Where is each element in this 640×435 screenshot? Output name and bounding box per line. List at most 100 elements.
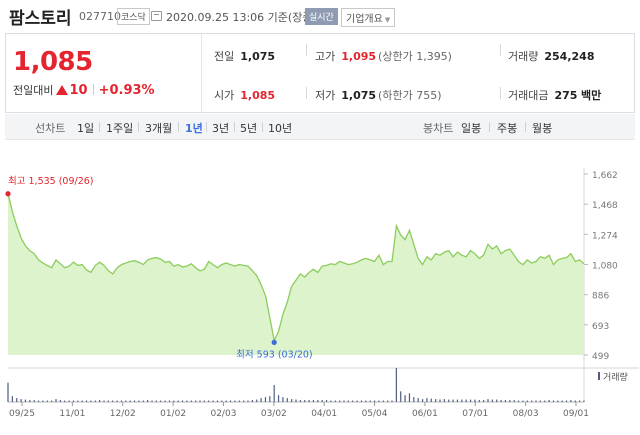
volume-bar (33, 400, 35, 402)
volume-bar (325, 400, 328, 402)
tab-daily[interactable]: 일봉 (461, 122, 482, 135)
volume-bar (387, 400, 389, 402)
volume-bar (404, 395, 406, 402)
volume-bar (330, 400, 332, 402)
volume-bar (565, 400, 568, 402)
volume-bar (203, 400, 205, 402)
x-tick-label: 09/01 (563, 409, 589, 419)
price-change: 전일대비 10 +0.93% (13, 82, 155, 98)
stat-label: 고가 (315, 50, 336, 63)
volume-bar (491, 399, 493, 402)
x-tick-label: 07/01 (462, 409, 488, 419)
tab-1d[interactable]: 1일 (77, 122, 95, 135)
volume-legend-swatch (598, 372, 600, 380)
current-price: 1,085 (13, 47, 93, 77)
tab-monthly[interactable]: 월봉 (532, 122, 553, 135)
volume-bar (570, 400, 572, 402)
volume-bar (24, 399, 27, 402)
summary-divider (201, 34, 202, 112)
divider (138, 122, 139, 132)
tab-3y[interactable]: 3년 (212, 122, 230, 135)
tab-3m[interactable]: 3개월 (145, 122, 173, 135)
y-tick-label: 886 (592, 292, 609, 302)
volume-bar (155, 400, 157, 402)
high-annotation: 최고 1,535 (09/26) (8, 176, 94, 187)
stock-header: 팜스토리 027710 코스닥 2020.09.25 13:06 기준(장중) … (0, 0, 640, 32)
volume-bar (413, 397, 415, 402)
volume-bar (478, 400, 480, 402)
volume-bar (116, 400, 118, 402)
upper-limit: (상한가 1,395) (378, 50, 452, 63)
volume-bar (365, 400, 367, 402)
volume-bar (103, 400, 105, 402)
line-chart-label: 선차트 (35, 122, 66, 135)
live-badge[interactable]: 실시간 (305, 8, 338, 25)
volume-bar (51, 400, 53, 402)
volume-bar (195, 400, 197, 402)
volume-bar (583, 400, 585, 402)
tab-weekly[interactable]: 주봉 (497, 122, 518, 135)
volume-bar (378, 400, 380, 402)
volume-bar (517, 400, 520, 402)
volume-bar (221, 400, 223, 402)
volume-bar (417, 398, 419, 402)
volume-bar (443, 399, 445, 402)
divider (306, 44, 307, 56)
stat-value: 1,085 (240, 89, 276, 102)
volume-bar (125, 400, 127, 402)
volume-bar (247, 400, 249, 402)
tab-5y[interactable]: 5년 (240, 122, 258, 135)
volume-bar (64, 400, 66, 402)
low-annotation: 최저 593 (03/20) (236, 349, 312, 360)
volume-bar (212, 400, 214, 402)
volume-bar (238, 400, 240, 402)
volume-bar (500, 400, 502, 402)
stat-low: 저가 1,075 (하한가 755) (315, 87, 441, 103)
volume-bar (391, 400, 393, 402)
volume-bar (513, 400, 515, 402)
volume-bar (229, 400, 232, 402)
volume-bar (448, 399, 450, 402)
volume-bar (286, 398, 288, 402)
tab-10y[interactable]: 10년 (268, 122, 293, 135)
volume-bar (535, 400, 537, 402)
divider (99, 122, 100, 132)
stat-value: 254,248 (544, 50, 595, 63)
divider (306, 87, 307, 99)
volume-bar (68, 400, 70, 402)
stat-value: 275 (554, 89, 578, 102)
volume-bar (59, 400, 61, 402)
volume-bar (129, 400, 131, 402)
volume-bar (168, 400, 171, 402)
stat-amount: 거래대금 275 백만 (508, 87, 601, 103)
volume-bar (55, 399, 57, 402)
tab-1w[interactable]: 1주일 (106, 122, 134, 135)
volume-bar (16, 398, 18, 402)
volume-bar (544, 400, 546, 402)
volume-bar (256, 399, 258, 402)
volume-bar (190, 400, 192, 402)
corp-info-dropdown[interactable]: 기업개요 ▼ (341, 8, 396, 27)
volume-bar (295, 399, 297, 402)
volume-legend: 거래량 (603, 371, 628, 383)
tab-1y[interactable]: 1년 (185, 122, 203, 135)
volume-bar (465, 399, 467, 402)
stat-prev-close: 전일 1,075 (214, 48, 275, 64)
volume-bar (90, 400, 92, 402)
volume-bar (142, 400, 144, 402)
x-tick-label: 08/03 (513, 409, 539, 419)
volume-bar (7, 382, 9, 402)
price-chart[interactable]: 1,662 1,468 1,274 1,080 886 693 499 최고 1,535 (0… (0, 140, 640, 431)
divider (262, 122, 263, 132)
stock-code: 027710 (79, 10, 121, 23)
volume-bar (439, 399, 441, 402)
price-line (7, 193, 585, 343)
volume-bar (107, 400, 109, 402)
volume-bar (308, 400, 310, 402)
price-chart-svg: 1,662 1,468 1,274 1,080 886 693 499 최고 1,535 (0… (5, 168, 639, 419)
volume-bar (234, 400, 236, 402)
volume-bar (574, 400, 576, 402)
corp-info-label: 기업개요 (346, 14, 383, 25)
stat-open: 시가 1,085 (214, 87, 275, 103)
market-badge: 코스닥 (117, 8, 150, 25)
